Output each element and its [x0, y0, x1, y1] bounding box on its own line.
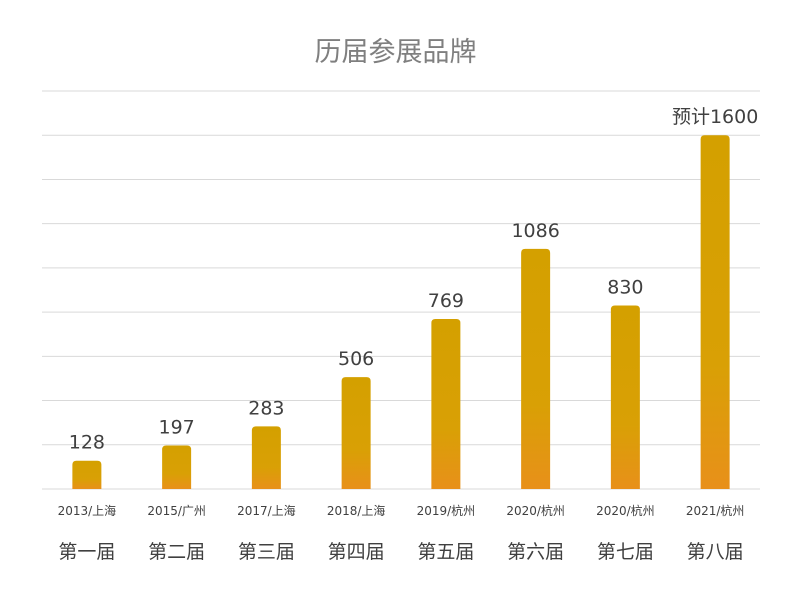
bar: [431, 318, 461, 489]
x-tick-label: 第一届: [58, 541, 115, 563]
x-tick-sublabel: 2020/杭州: [506, 503, 565, 518]
bar: [700, 135, 730, 489]
data-label: 1086: [511, 220, 559, 242]
data-label: 506: [338, 348, 374, 370]
data-label: 769: [428, 290, 464, 312]
data-label: 197: [158, 416, 194, 438]
data-label: 830: [607, 276, 643, 298]
x-tick-label: 第四届: [328, 541, 385, 563]
x-tick-label: 第八届: [687, 541, 744, 563]
x-tick-label: 第七届: [597, 541, 654, 563]
x-tick-sublabel: 2015/广州: [147, 504, 206, 518]
bar: [521, 248, 551, 489]
x-tick-label: 第六届: [507, 541, 564, 563]
bar: [162, 445, 192, 489]
data-label: 128: [69, 432, 105, 454]
x-tick-sublabel: 2020/杭州: [596, 503, 655, 518]
x-tick-sublabel: 2019/杭州: [417, 503, 476, 518]
bar: [251, 426, 281, 489]
x-tick-sublabel: 2017/上海: [237, 503, 296, 518]
chart-title: 历届参展品牌: [314, 37, 477, 68]
data-label: 预计1600: [672, 106, 758, 128]
bar: [610, 305, 640, 489]
data-label: 283: [248, 397, 284, 419]
x-tick-sublabel: 2018/上海: [327, 503, 386, 518]
x-tick-label: 第二届: [148, 541, 205, 563]
x-tick-label: 第五届: [417, 541, 474, 563]
x-tick-sublabel: 2013/上海: [58, 503, 117, 518]
data-labels: 128 197 283 506 769 1086 830 预计1600: [69, 106, 759, 453]
x-tick-label: 第三届: [238, 541, 295, 563]
x-tick-sublabel: 2021/杭州: [686, 503, 745, 518]
bar: [341, 377, 371, 489]
gridlines: [42, 90, 760, 490]
bar: [72, 460, 102, 489]
bars: [72, 135, 730, 489]
